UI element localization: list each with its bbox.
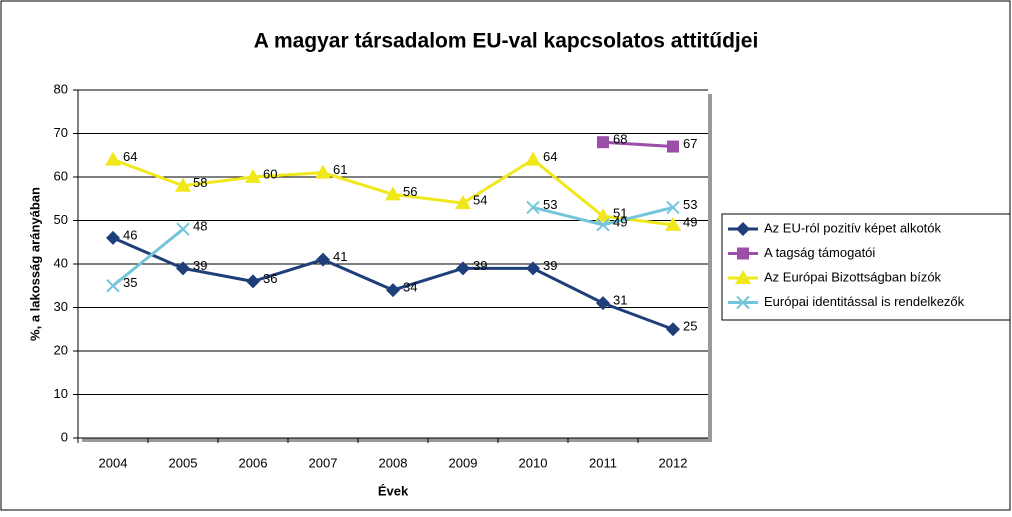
y-tick-label: 40 bbox=[54, 255, 68, 270]
data-point bbox=[456, 261, 470, 276]
data-label: 34 bbox=[403, 280, 417, 295]
y-tick-label: 70 bbox=[54, 125, 68, 140]
legend-marker bbox=[736, 295, 750, 310]
data-label: 53 bbox=[683, 197, 697, 212]
y-tick-label: 0 bbox=[61, 429, 68, 444]
x-tick-label: 2006 bbox=[239, 455, 268, 470]
data-point bbox=[315, 164, 331, 179]
y-tick-label: 50 bbox=[54, 212, 68, 227]
y-tick-label: 80 bbox=[54, 81, 68, 96]
data-point bbox=[667, 140, 679, 153]
data-point bbox=[526, 200, 540, 215]
x-tick-label: 2009 bbox=[449, 455, 478, 470]
data-label: 39 bbox=[543, 258, 557, 273]
data-point bbox=[526, 261, 540, 276]
legend-label: Az EU-ról pozitív képet alkotók bbox=[764, 220, 942, 235]
data-label: 61 bbox=[333, 162, 347, 177]
data-label: 39 bbox=[473, 258, 487, 273]
data-label: 68 bbox=[613, 132, 627, 147]
data-point bbox=[596, 296, 610, 311]
data-label: 58 bbox=[193, 175, 207, 190]
data-point bbox=[316, 252, 330, 267]
series-line bbox=[602, 140, 674, 149]
x-tick-label: 2004 bbox=[99, 455, 128, 470]
legend-marker bbox=[736, 222, 750, 236]
data-label: 64 bbox=[123, 149, 137, 164]
x-tick-label: 2007 bbox=[309, 455, 338, 470]
legend-label: A tagság támogatói bbox=[764, 245, 875, 260]
data-point bbox=[385, 186, 401, 201]
data-label: 53 bbox=[543, 197, 557, 212]
legend-label: Európai identitással is rendelkezők bbox=[764, 294, 965, 309]
y-tick-label: 10 bbox=[54, 386, 68, 401]
x-tick-label: 2010 bbox=[519, 455, 548, 470]
data-point bbox=[176, 222, 190, 236]
data-label: 54 bbox=[473, 193, 487, 208]
data-label: 64 bbox=[543, 149, 557, 164]
y-tick-label: 60 bbox=[54, 168, 68, 183]
data-point bbox=[455, 195, 471, 210]
data-point bbox=[596, 218, 610, 232]
data-point bbox=[665, 216, 681, 231]
data-point bbox=[525, 151, 541, 166]
data-label: 36 bbox=[263, 271, 277, 286]
data-label: 41 bbox=[333, 249, 347, 264]
legend bbox=[721, 213, 1011, 321]
data-point bbox=[106, 279, 120, 293]
chart-title: A magyar társadalom EU-val kapcsolatos a… bbox=[254, 30, 759, 53]
data-label: 35 bbox=[123, 275, 137, 290]
legend-marker bbox=[735, 270, 751, 284]
x-axis-label: Évek bbox=[378, 483, 409, 498]
data-label: 56 bbox=[403, 184, 417, 199]
x-tick-label: 2012 bbox=[659, 455, 688, 470]
x-tick-label: 2011 bbox=[589, 455, 617, 470]
x-tick-label: 2008 bbox=[379, 455, 408, 470]
data-point bbox=[106, 230, 120, 245]
data-label: 39 bbox=[193, 258, 207, 273]
legend-label: Az Európai Bizottságban bízók bbox=[764, 269, 942, 284]
data-label: 49 bbox=[683, 214, 697, 229]
data-point bbox=[666, 322, 680, 337]
data-label: 51 bbox=[613, 206, 627, 221]
data-point bbox=[666, 200, 680, 215]
data-label: 49 bbox=[613, 214, 627, 229]
data-point bbox=[386, 283, 400, 298]
data-point bbox=[176, 261, 190, 276]
data-point bbox=[246, 274, 260, 289]
data-point bbox=[597, 136, 609, 149]
y-tick-label: 30 bbox=[54, 299, 68, 314]
data-label: 31 bbox=[613, 293, 627, 308]
data-label: 46 bbox=[123, 227, 137, 242]
y-axis-label: %, a lakosság arányában bbox=[27, 187, 42, 341]
legend-marker bbox=[737, 247, 749, 260]
x-tick-label: 2005 bbox=[169, 455, 198, 470]
data-label: 60 bbox=[263, 166, 277, 181]
data-point bbox=[175, 177, 191, 192]
data-point bbox=[245, 169, 261, 183]
data-label: 67 bbox=[683, 136, 697, 151]
data-label: 48 bbox=[193, 219, 207, 234]
data-label: 25 bbox=[683, 319, 697, 334]
data-point bbox=[595, 208, 611, 223]
data-point bbox=[105, 151, 121, 166]
y-tick-label: 20 bbox=[54, 342, 68, 357]
